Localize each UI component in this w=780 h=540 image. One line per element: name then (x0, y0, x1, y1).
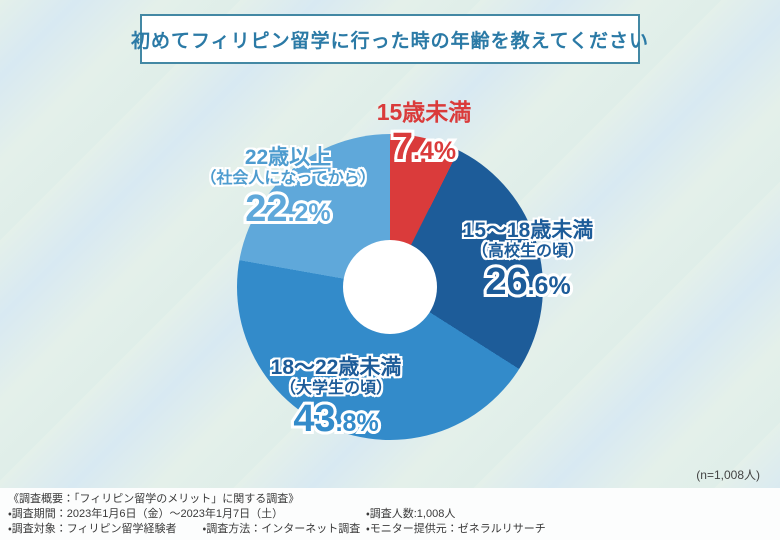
survey-provider: ・モニター提供元：ゼネラルリサーチ (366, 523, 546, 535)
segment-value: 22.2% (242, 187, 333, 231)
survey-count: ・調査人数:1,008人 (366, 508, 456, 520)
segment-value: 7.4% (389, 125, 459, 169)
segment-value: 43.8% (290, 397, 381, 441)
segment-label: 18〜22歳未満 (269, 354, 404, 381)
pie-donut-hole (343, 240, 437, 334)
pie-label-15-18: 15〜18歳未満 （高校生の頃） 26.6% (461, 217, 596, 304)
survey-details-right: ・調査人数:1,008人 ・モニター提供元：ゼネラルリサーチ (366, 507, 546, 537)
sample-size-note: (n=1,008人) (696, 468, 760, 482)
segment-label: 22歳以上 (243, 144, 333, 171)
survey-footer: 《調査概要：「フィリピン留学のメリット」に関する調査》 ・調査期間：2023年1… (0, 488, 780, 540)
survey-details-left: 《調査概要：「フィリピン留学のメリット」に関する調査》 ・調査期間：2023年1… (8, 492, 360, 537)
segment-sublabel: （大学生の頃） (278, 377, 394, 398)
pie-label-18-22: 18〜22歳未満 （大学生の頃） 43.8% (269, 354, 404, 441)
segment-sublabel: （高校生の頃） (470, 240, 586, 261)
pie-label-under-15: 15歳未満 7.4% (376, 99, 472, 169)
segment-label: 15〜18歳未満 (461, 217, 596, 244)
chart-title-box: 初めてフィリピン留学に行った時の年齢を教えてください (131, 14, 648, 64)
chart-title: 初めてフィリピン留学に行った時の年齢を教えてください (130, 30, 650, 52)
segment-sublabel: （社会人になってから） (198, 167, 377, 188)
segment-label: 15歳未満 (376, 99, 472, 125)
survey-overview: 《調査概要：「フィリピン留学のメリット」に関する調査》 (8, 493, 300, 505)
segment-value: 26.6% (482, 260, 573, 304)
pie-label-over-22: 22歳以上 （社会人になってから） 22.2% (198, 144, 377, 231)
survey-target: ・調査対象：フィリピン留学経験者 (8, 523, 177, 535)
survey-method: ・調査方法：インターネット調査 (202, 523, 361, 535)
survey-period: ・調査期間：2023年1月6日（金）～2023年1月7日（土） (8, 508, 284, 520)
survey-target-method: ・調査対象：フィリピン留学経験者 ・調査方法：インターネット調査 (8, 522, 360, 537)
